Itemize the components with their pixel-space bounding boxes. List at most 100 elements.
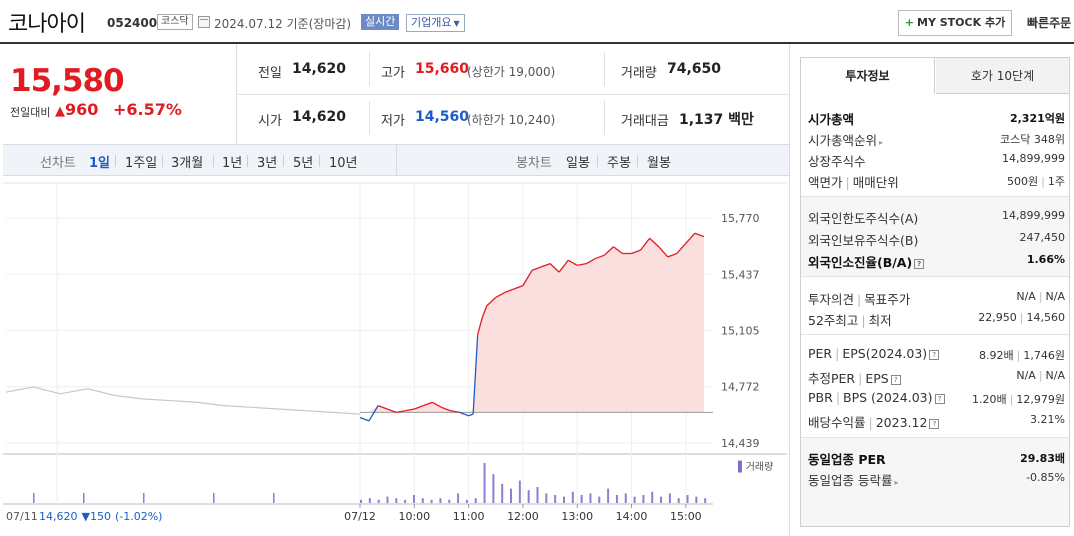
- current-price: 15,580: [10, 63, 125, 99]
- volume-bar: [598, 496, 601, 503]
- volume-bar: [457, 493, 460, 503]
- low-value: 14,560: [415, 109, 470, 125]
- realtime-button[interactable]: 실시간: [361, 14, 400, 30]
- help-icon[interactable]: ?: [929, 349, 940, 360]
- volume-bar: [448, 499, 451, 503]
- chevron-down-icon: ▼: [453, 19, 460, 28]
- volume-bar: [143, 493, 145, 503]
- chevron-right-icon[interactable]: ▸: [894, 478, 899, 487]
- add-mystock-button[interactable]: + MY STOCK 추가: [898, 10, 1012, 36]
- price-segment: [667, 252, 678, 258]
- price-segment: [459, 411, 469, 417]
- price-segment: [423, 401, 433, 407]
- divider: [789, 44, 790, 536]
- price-chart[interactable]: 15,770 15,437 15,105 14,772 14,439 07/12 10:0…: [3, 178, 787, 536]
- volume-bar: [483, 463, 486, 503]
- tab-1w[interactable]: 1주일: [125, 156, 158, 171]
- help-icon[interactable]: ?: [890, 374, 901, 385]
- tab-monthly[interactable]: 월봉: [647, 156, 671, 171]
- help-icon[interactable]: ?: [929, 418, 940, 429]
- pipe-separator: |: [857, 292, 862, 307]
- unit-label: 매매단위: [852, 175, 899, 190]
- dividend-label: 배당수익률 | 2023.12?: [808, 412, 940, 431]
- prev-day-price: 14,620: [39, 510, 78, 523]
- row-opinion: 투자의견 | 목표주가 N/A | N/A: [808, 287, 1065, 307]
- up-triangle-icon: ▲: [55, 104, 65, 119]
- price-change-pct: +6.57%: [113, 100, 182, 119]
- chevron-right-icon[interactable]: ▸: [879, 138, 884, 147]
- price-change: ▲960: [55, 100, 98, 119]
- volume-bar: [430, 499, 433, 503]
- section-background: [801, 197, 1069, 276]
- tab-3y[interactable]: 3년: [257, 156, 278, 171]
- price-segment: [540, 263, 551, 268]
- candle-chart-label: 봉차트: [516, 156, 552, 171]
- foreign-ratio-value: 1.66%: [1026, 253, 1065, 266]
- volume-bar: [510, 488, 513, 503]
- price-segment: [396, 410, 406, 414]
- row-52w: 52주최고 | 최저 22,950 | 14,560: [808, 308, 1065, 328]
- tab-5y[interactable]: 5년: [293, 156, 314, 171]
- volume-bar: [571, 491, 574, 503]
- market-cap-rank-value: 코스닥 348위: [1000, 133, 1065, 146]
- price-change-value: 960: [65, 100, 99, 119]
- chart-area: [360, 233, 704, 413]
- pipe-separator: |: [1009, 393, 1014, 406]
- sector-per-label: 동일업종 PER: [808, 452, 886, 467]
- target-price-val: N/A: [1045, 290, 1065, 303]
- price-segment: [685, 232, 696, 244]
- foreign-limit-value: 14,899,999: [1002, 209, 1065, 222]
- volume-bar: [642, 495, 645, 503]
- tab-hoga[interactable]: 호가 10단계: [936, 58, 1069, 94]
- tab-10y[interactable]: 10년: [329, 156, 358, 171]
- price-segment: [495, 291, 506, 299]
- amount-number: 1,137: [679, 112, 724, 128]
- help-icon[interactable]: ?: [934, 393, 945, 404]
- per-text: PER: [808, 346, 833, 361]
- y-tick-label: 15,437: [721, 268, 760, 281]
- price-segment: [603, 246, 614, 256]
- help-icon[interactable]: ?: [914, 258, 925, 269]
- volume-bar: [377, 499, 380, 503]
- y-tick-label: 14,439: [721, 437, 760, 450]
- price-area-up: [360, 233, 704, 413]
- tab-3m[interactable]: 3개월: [171, 156, 204, 171]
- divider: [369, 101, 370, 135]
- row-per-eps: PER | EPS(2024.03)? 8.92배 | 1,746원: [808, 344, 1065, 364]
- per-eps-value: 8.92배 | 1,746원: [979, 347, 1065, 363]
- corp-info-dropdown[interactable]: 기업개요 ▼: [406, 14, 465, 32]
- quick-order-button[interactable]: 빠른주문: [1027, 16, 1072, 30]
- tab-invest-info[interactable]: 투자정보: [801, 58, 935, 94]
- divider: [369, 52, 370, 86]
- row-shares: 상장주식수 14,899,999: [808, 149, 1065, 169]
- w52-low-val: 14,560: [1026, 311, 1066, 324]
- x-tick-label: 12:00: [507, 510, 539, 523]
- pipe-separator: |: [1041, 175, 1045, 188]
- row-foreign-limit: 외국인한도주식수(A) 14,899,999: [808, 206, 1065, 226]
- volume-bar: [677, 498, 680, 503]
- pipe-separator: |: [1016, 349, 1021, 362]
- prev-day-pct: (-1.02%): [115, 510, 163, 523]
- volume-legend-label: 거래량: [746, 461, 774, 473]
- volume-bar: [83, 493, 85, 503]
- par-unit-label: 액면가 | 매매단위: [808, 172, 899, 191]
- section-background: [801, 438, 1069, 526]
- volume-bar: [421, 498, 424, 503]
- volume-bar: [668, 493, 671, 503]
- plus-icon: +: [904, 16, 915, 29]
- price-segment: [531, 266, 542, 272]
- tab-daily[interactable]: 일봉: [566, 156, 590, 171]
- volume-bar: [492, 474, 495, 503]
- price-segment: [377, 405, 388, 410]
- date-label: 2024.07.12 기준(장마감): [214, 17, 352, 31]
- tab-1y[interactable]: 1년: [222, 156, 243, 171]
- tab-weekly[interactable]: 주봉: [607, 156, 631, 171]
- divider: [597, 155, 598, 167]
- prev-close-label: 전일: [258, 66, 282, 81]
- volume-bar: [404, 499, 407, 503]
- price-segment: [481, 305, 488, 318]
- divider: [319, 155, 320, 167]
- tab-1d[interactable]: 1일: [89, 156, 111, 171]
- y-tick-label: 14,772: [721, 381, 760, 394]
- divider: [247, 155, 248, 167]
